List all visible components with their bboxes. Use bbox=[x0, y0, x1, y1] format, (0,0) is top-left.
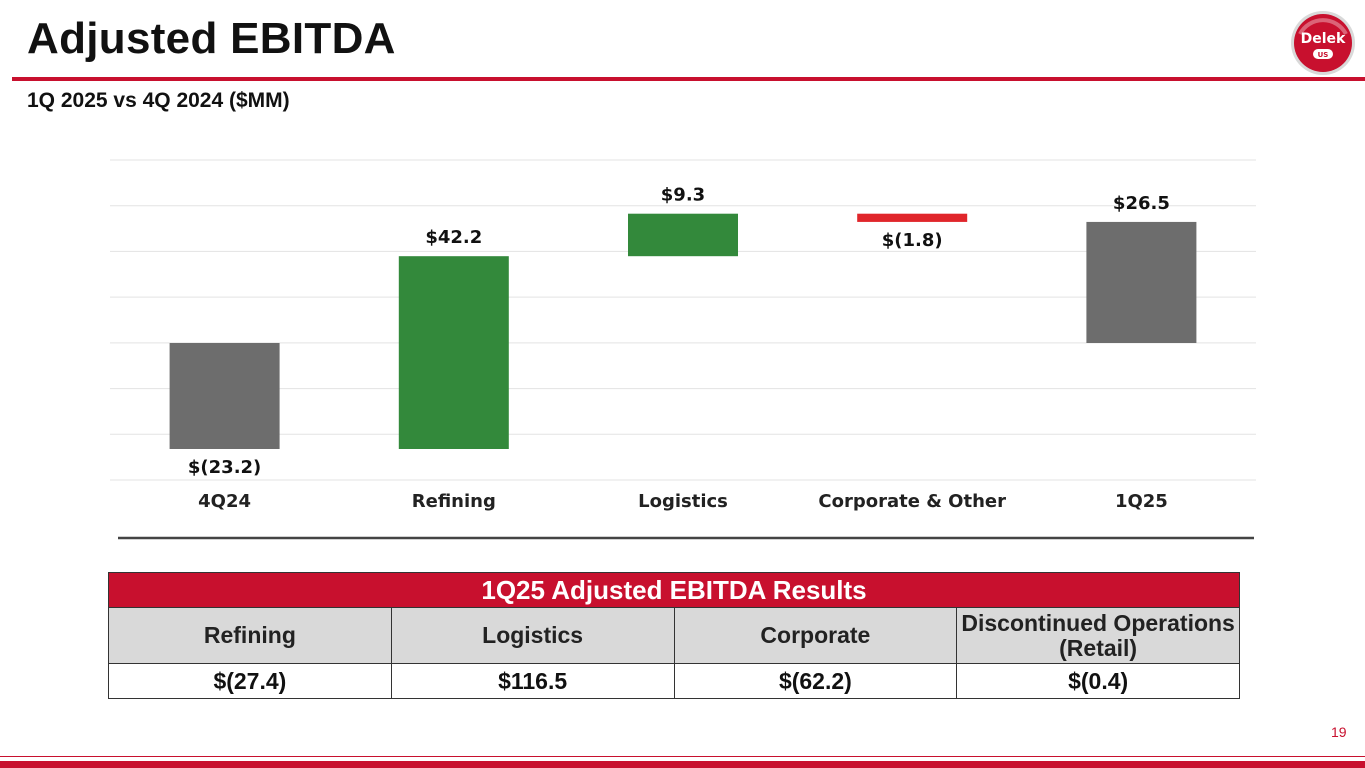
results-header-refining: Refining bbox=[108, 607, 392, 664]
category-label: 4Q24 bbox=[198, 491, 251, 512]
category-label: Corporate & Other bbox=[818, 491, 1006, 512]
page-number: 19 bbox=[1331, 724, 1347, 740]
slide-title: Adjusted EBITDA bbox=[27, 14, 396, 63]
footer-bar bbox=[0, 761, 1365, 768]
results-value-corporate: $(62.2) bbox=[673, 663, 958, 699]
results-value-logistics: $116.5 bbox=[390, 663, 675, 699]
logo-subtext: US bbox=[1318, 51, 1329, 59]
category-label: Logistics bbox=[638, 491, 728, 512]
logo-wordmark: Delek bbox=[1301, 31, 1346, 47]
category-label: Refining bbox=[412, 491, 496, 512]
bar-value-label: $9.3 bbox=[661, 185, 705, 206]
bar-value-label: $(23.2) bbox=[188, 457, 261, 478]
results-value-discontinued: $(0.4) bbox=[956, 663, 1240, 699]
waterfall-bar-1q25 bbox=[1086, 221, 1197, 343]
waterfall-bar-logistics bbox=[628, 213, 738, 257]
results-table-title: 1Q25 Adjusted EBITDA Results bbox=[108, 572, 1240, 608]
waterfall-bar-corporate-other bbox=[857, 213, 968, 222]
bar-value-label: $42.2 bbox=[425, 227, 482, 248]
bar-value-label: $(1.8) bbox=[882, 230, 943, 251]
title-divider bbox=[12, 77, 1365, 81]
results-value-refining: $(27.4) bbox=[108, 663, 392, 699]
footer-rule bbox=[0, 756, 1365, 757]
waterfall-bar-refining bbox=[398, 256, 509, 449]
bar-value-label: $26.5 bbox=[1113, 193, 1170, 214]
results-header-corporate: Corporate bbox=[673, 607, 958, 664]
results-header-discontinued: Discontinued Operations (Retail) bbox=[956, 607, 1240, 664]
slide-subtitle: 1Q 2025 vs 4Q 2024 ($MM) bbox=[27, 89, 290, 112]
waterfall-bar-4q24 bbox=[169, 343, 280, 449]
category-label: 1Q25 bbox=[1115, 491, 1168, 512]
results-table: 1Q25 Adjusted EBITDA Results Refining Lo… bbox=[108, 572, 1240, 699]
results-header-logistics: Logistics bbox=[390, 607, 675, 664]
waterfall-chart: $(23.2) 4Q24 $42.2 Refining $9.3 Logistics $(1… bbox=[110, 159, 1256, 540]
company-logo: Delek US bbox=[1291, 11, 1355, 75]
